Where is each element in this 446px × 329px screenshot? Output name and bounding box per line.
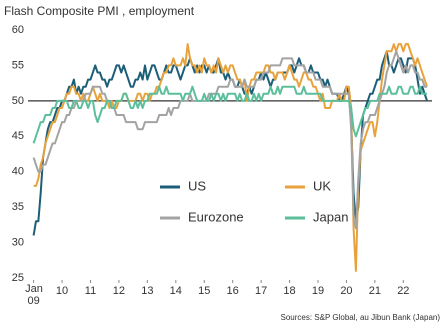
x-tick-label: 11	[85, 285, 96, 297]
legend-label: US	[188, 178, 206, 193]
y-tick-label: 45	[12, 130, 24, 142]
y-tick-label: 30	[12, 236, 24, 248]
x-tick-label: 10	[56, 285, 68, 297]
x-tick-label: 15	[198, 285, 210, 297]
x-tick-label: 21	[369, 285, 381, 297]
y-tick-label: 50	[12, 95, 24, 107]
x-tick-prefix: Jan	[25, 283, 43, 295]
x-tick-label: 19	[312, 285, 324, 297]
y-tick-label: 55	[12, 59, 24, 71]
y-tick-label: 40	[12, 166, 24, 178]
source-note: Sources: S&P Global, au Jibun Bank (Japa…	[281, 313, 441, 322]
x-tick-label: 20	[340, 285, 352, 297]
y-tick-label: 35	[12, 201, 24, 213]
series-line	[32, 50, 428, 230]
series-line	[33, 43, 428, 272]
x-tick-label: 17	[255, 285, 267, 297]
x-tick-label: 18	[283, 285, 295, 297]
x-tick-label: 09	[27, 295, 39, 307]
legend-label: Eurozone	[188, 209, 244, 224]
series-line	[32, 85, 428, 144]
y-tick-label: 25	[12, 272, 24, 284]
x-tick-label: 12	[113, 285, 125, 297]
x-tick-label: 16	[227, 285, 239, 297]
x-tick-label: 22	[397, 285, 409, 297]
chart-title: Flash Composite PMI , employment	[4, 4, 195, 18]
y-tick-label: 60	[12, 24, 24, 36]
x-tick-label: 14	[170, 285, 182, 297]
x-tick-label: 13	[141, 285, 153, 297]
legend-label: UK	[313, 178, 331, 193]
legend-label: Japan	[313, 209, 348, 224]
